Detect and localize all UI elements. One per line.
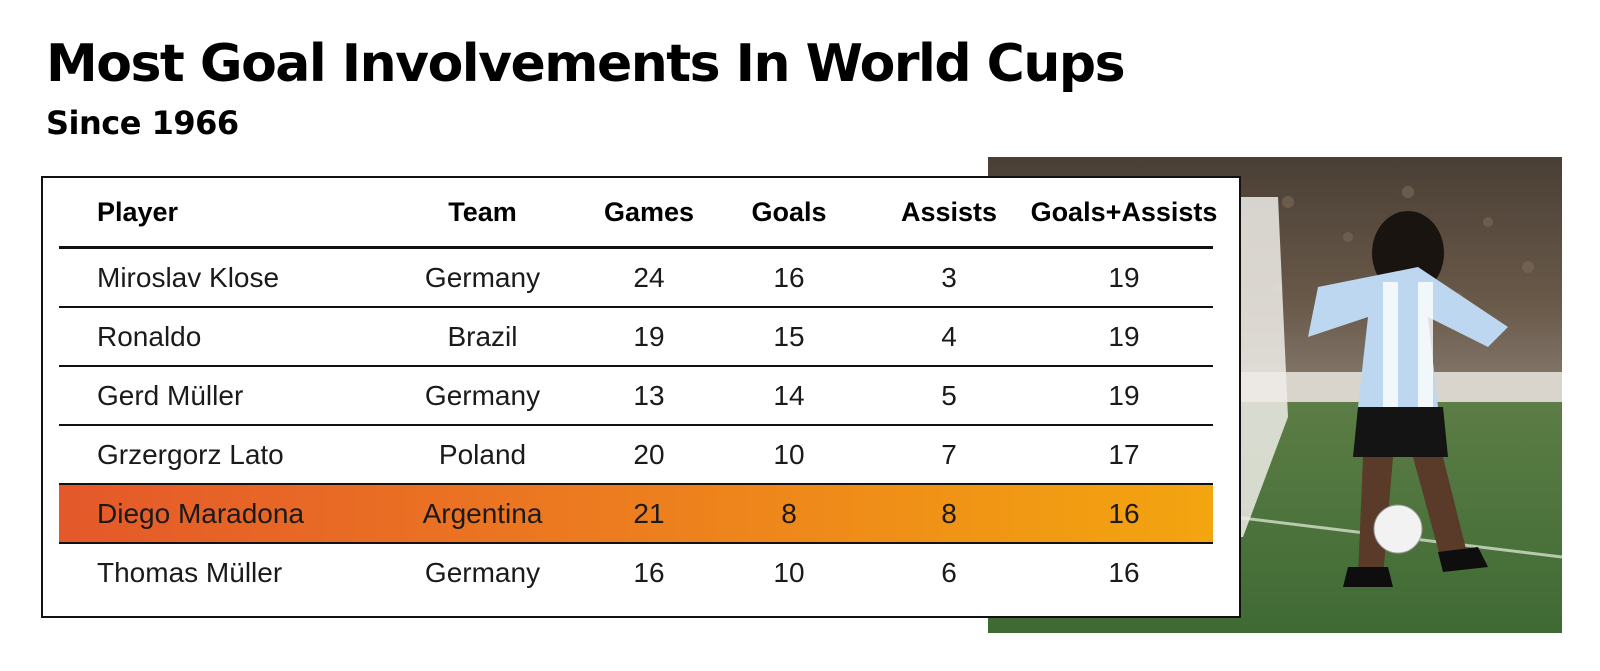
- stats-table: Player Team Games Goals Assists Goals+As…: [41, 176, 1241, 618]
- cell-goals: 16: [773, 261, 805, 293]
- cell-goals-assists: 19: [1108, 379, 1140, 411]
- cell-player: Miroslav Klose: [97, 261, 280, 293]
- header-player: Player: [97, 196, 179, 227]
- cell-goals: 10: [773, 556, 805, 588]
- table-row: Grzergorz Lato Poland 20 10 7 17: [59, 426, 1213, 485]
- footballer-photo: [988, 157, 1562, 633]
- cell-goals-assists: 19: [1108, 261, 1140, 293]
- header-assists: Assists: [900, 196, 998, 227]
- cell-goals: 14: [773, 379, 805, 411]
- table-row: Ronaldo Brazil 19 15 4 19: [59, 308, 1213, 367]
- cell-team: Poland: [438, 438, 527, 470]
- header-goals: Goals: [751, 196, 827, 227]
- cell-goals: 8: [781, 497, 797, 529]
- cell-games: 24: [633, 261, 665, 293]
- cell-games: 21: [633, 497, 665, 529]
- cell-assists: 3: [941, 261, 957, 293]
- table-row: Gerd Müller Germany 13 14 5 19: [59, 367, 1213, 426]
- cell-goals-assists: 16: [1108, 556, 1140, 588]
- cell-player: Grzergorz Lato: [97, 438, 284, 470]
- header-goals-assists: Goals+Assists: [1030, 196, 1218, 227]
- table-row: Miroslav Klose Germany 24 16 3 19: [59, 249, 1213, 308]
- cell-player: Thomas Müller: [97, 556, 283, 588]
- cell-assists: 7: [941, 438, 957, 470]
- cell-goals-assists: 16: [1108, 497, 1140, 529]
- cell-games: 20: [633, 438, 665, 470]
- cell-goals: 10: [773, 438, 805, 470]
- cell-player: Diego Maradona: [97, 497, 305, 529]
- chart-title: Most Goal Involvements In World Cups: [46, 34, 1126, 94]
- cell-assists: 5: [941, 379, 957, 411]
- cell-team: Germany: [424, 556, 541, 588]
- cell-games: 16: [633, 556, 665, 588]
- cell-player: Ronaldo: [97, 320, 202, 352]
- table-row: Thomas Müller Germany 16 10 6 16: [59, 544, 1213, 601]
- cell-games: 19: [633, 320, 665, 352]
- cell-assists: 6: [941, 556, 957, 588]
- cell-assists: 8: [941, 497, 957, 529]
- cell-goals-assists: 17: [1108, 438, 1140, 470]
- cell-team: Germany: [424, 261, 541, 293]
- header-team: Team: [448, 196, 517, 227]
- cell-goals: 15: [773, 320, 805, 352]
- cell-player: Gerd Müller: [97, 379, 244, 411]
- chart-subtitle: Since 1966: [46, 104, 239, 142]
- cell-goals-assists: 19: [1108, 320, 1140, 352]
- cell-team: Germany: [424, 379, 541, 411]
- table-header: Player Team Games Goals Assists Goals+As…: [59, 178, 1217, 249]
- cell-games: 13: [633, 379, 665, 411]
- header-games: Games: [603, 196, 695, 227]
- cell-assists: 4: [941, 320, 957, 352]
- cell-team: Argentina: [422, 497, 543, 529]
- table-row-highlighted: Diego Maradona Argentina 21 8 8 16: [59, 485, 1213, 544]
- cell-team: Brazil: [447, 320, 518, 352]
